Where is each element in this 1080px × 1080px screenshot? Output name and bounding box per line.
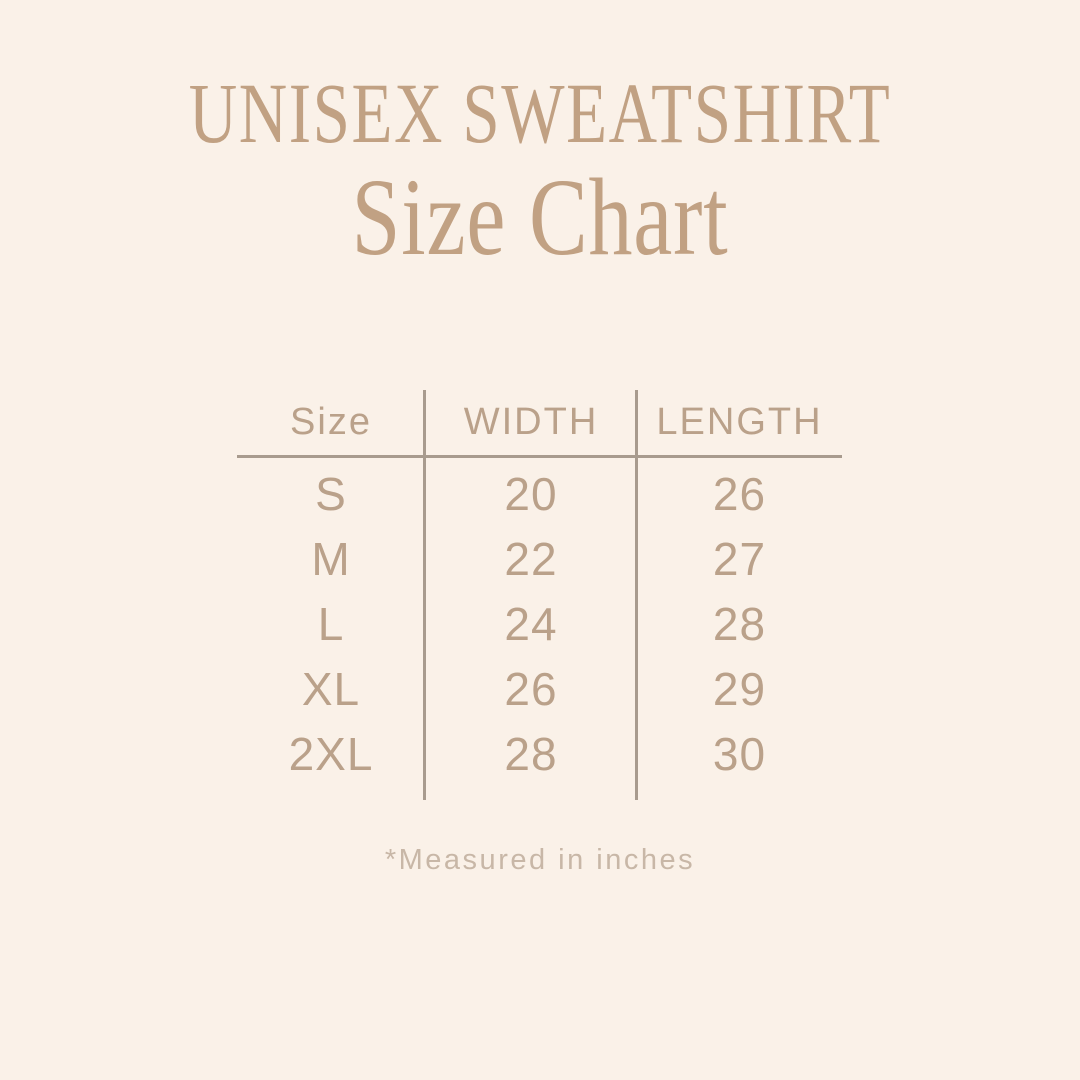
width-cell: 26 [504, 662, 558, 715]
page-subtitle: Size Chart [351, 156, 729, 278]
column-header-length: LENGTH [656, 401, 823, 443]
width-cell: 22 [504, 532, 558, 585]
length-cell: 27 [712, 532, 767, 585]
page-title: UNISEX SWEATSHIRT [188, 65, 892, 161]
table-header-row: Size WIDTH LENGTH [237, 390, 842, 455]
length-cell: 26 [712, 467, 767, 520]
size-cell: 2XL [288, 727, 374, 780]
length-cell: 28 [712, 597, 767, 650]
width-cell: 20 [504, 467, 558, 520]
table-row: L 24 28 [237, 591, 842, 656]
column-header-width: WIDTH [463, 401, 599, 443]
column-header-size: Size [290, 401, 372, 443]
size-cell: M [311, 532, 351, 585]
size-cell: S [315, 467, 347, 520]
footnote: *Measured in inches [384, 844, 696, 876]
table-row: M 22 27 [237, 526, 842, 591]
length-cell: 29 [712, 662, 767, 715]
column-divider-1 [423, 390, 426, 800]
table-row: S 20 26 [237, 461, 842, 526]
width-cell: 28 [504, 727, 558, 780]
size-table: Size WIDTH LENGTH S 20 26 M 22 27 L 24 28 XL 26 29 2… [237, 390, 842, 800]
width-cell: 24 [504, 597, 558, 650]
header-divider [237, 455, 842, 458]
size-cell: L [317, 597, 345, 650]
column-divider-2 [635, 390, 638, 800]
size-cell: XL [301, 662, 361, 715]
length-cell: 30 [712, 727, 767, 780]
table-row: 2XL 28 30 [237, 721, 842, 786]
table-body: S 20 26 M 22 27 L 24 28 XL 26 29 2XL 28 30 [237, 455, 842, 786]
table-row: XL 26 29 [237, 656, 842, 721]
